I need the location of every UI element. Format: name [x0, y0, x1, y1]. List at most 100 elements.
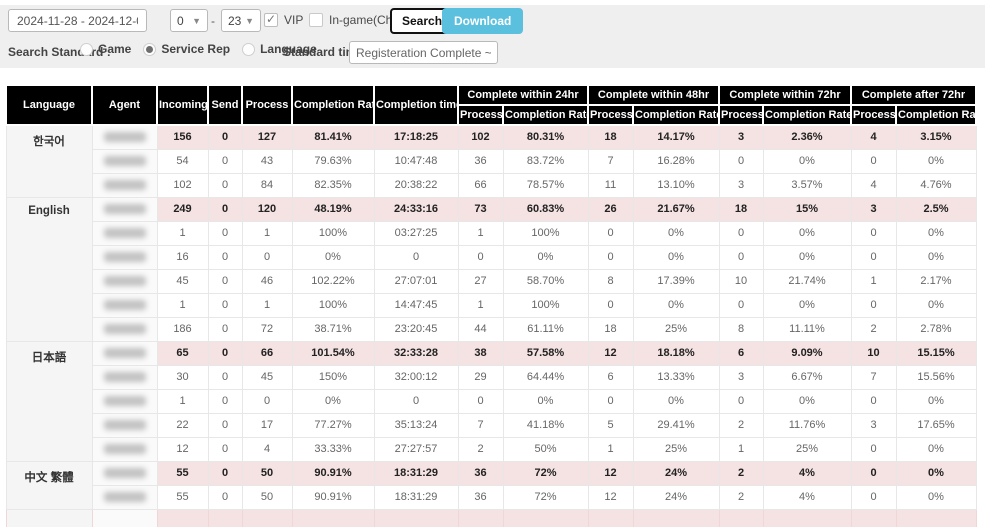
- col-completion-time: Completion time: [373, 84, 459, 126]
- data-cell: 45: [241, 364, 293, 390]
- data-cell: 27: [457, 268, 504, 294]
- data-cell: 82.35%: [291, 172, 375, 198]
- vip-label: VIP: [284, 13, 304, 27]
- data-cell: 0%: [895, 292, 977, 318]
- data-cell: 4: [850, 124, 897, 150]
- vip-checkbox[interactable]: ✓ VIP: [264, 13, 303, 27]
- data-cell: 0: [207, 412, 243, 438]
- data-cell: 100%: [502, 292, 589, 318]
- data-cell: 127: [241, 124, 293, 150]
- download-button[interactable]: Download: [442, 8, 524, 34]
- data-cell: 0%: [632, 220, 720, 246]
- table-header: Language Agent Incoming Send Process Com…: [5, 84, 977, 126]
- agent-cell: [91, 364, 158, 390]
- data-cell: 17:18:25: [373, 124, 459, 150]
- table-row: 45 0 46 102.22% 27:07:01 27 58.70% 8 17.39% 10 21.…: [6, 268, 977, 294]
- data-cell: 38: [457, 340, 504, 366]
- data-cell: 24%: [632, 460, 720, 486]
- data-cell: 17.65%: [895, 412, 977, 438]
- data-cell: 1: [156, 292, 209, 318]
- data-cell: 1: [241, 220, 293, 246]
- data-cell: 1: [850, 268, 897, 294]
- data-cell: 25%: [632, 436, 720, 462]
- search-button[interactable]: Search: [390, 8, 455, 34]
- data-cell: 0%: [291, 244, 375, 270]
- standard-time-select[interactable]: Registeration Complete ~ Cor: [349, 41, 498, 64]
- data-cell: 3: [718, 364, 764, 390]
- data-cell: 1: [156, 220, 209, 246]
- data-cell: 0: [850, 220, 897, 246]
- data-cell: 1: [587, 436, 634, 462]
- data-cell: 21.74%: [762, 268, 852, 294]
- data-cell: 72: [241, 316, 293, 342]
- data-cell: 50%: [502, 436, 589, 462]
- data-cell: 15%: [762, 196, 852, 222]
- data-cell: 186: [156, 316, 209, 342]
- data-cell: 1: [718, 436, 764, 462]
- data-cell: 4: [241, 436, 293, 462]
- data-cell: 0: [718, 148, 764, 174]
- data-cell: 32:33:28: [373, 340, 459, 366]
- data-cell: 6: [718, 340, 764, 366]
- data-cell: 0%: [632, 292, 720, 318]
- radio-game[interactable]: Game: [80, 42, 131, 56]
- data-cell: 36: [457, 148, 504, 174]
- data-cell: 0%: [895, 148, 977, 174]
- date-range-input[interactable]: [8, 9, 147, 32]
- data-cell: [207, 508, 243, 527]
- agent-cell: [91, 508, 158, 527]
- data-cell: 2.5%: [895, 196, 977, 222]
- agent-cell: [91, 340, 158, 366]
- subcol-process-24: Process: [457, 104, 504, 126]
- data-cell: 79.63%: [291, 148, 375, 174]
- agent-cell: [91, 484, 158, 510]
- data-cell: 0%: [895, 220, 977, 246]
- data-cell: 150%: [291, 364, 375, 390]
- data-cell: 6: [587, 364, 634, 390]
- radio-icon: [80, 42, 93, 56]
- data-cell: 36: [457, 484, 504, 510]
- radio-language[interactable]: Language: [242, 42, 317, 56]
- radio-service-rep[interactable]: Service Rep: [143, 42, 230, 56]
- agent-cell: [91, 124, 158, 150]
- data-cell: 1: [241, 292, 293, 318]
- data-cell: 0: [850, 436, 897, 462]
- data-cell: 102.22%: [291, 268, 375, 294]
- data-cell: 17: [241, 412, 293, 438]
- data-cell: 0: [718, 388, 764, 414]
- data-cell: 18: [587, 124, 634, 150]
- table-row: 1 0 1 100% 03:27:25 1 100% 0 0% 0 0% 0 0%: [6, 220, 977, 246]
- hour-from-select[interactable]: 0 ▼: [170, 9, 208, 32]
- data-cell: 11.76%: [762, 412, 852, 438]
- data-cell: 66: [457, 172, 504, 198]
- data-cell: 0: [373, 388, 459, 414]
- data-cell: 0%: [632, 388, 720, 414]
- table-row-partial: [5, 508, 977, 527]
- hour-to-select[interactable]: 23 ▼: [221, 9, 261, 32]
- table-row: 12 0 4 33.33% 27:27:57 2 50% 1 25% 1 25% 0 0%: [6, 436, 977, 462]
- data-cell: 0%: [895, 436, 977, 462]
- data-cell: 12: [587, 484, 634, 510]
- data-cell: 2: [718, 484, 764, 510]
- data-cell: 0: [718, 220, 764, 246]
- data-cell: 0%: [895, 460, 977, 486]
- data-cell: 41.18%: [502, 412, 589, 438]
- data-cell: [718, 508, 764, 527]
- data-cell: 4%: [762, 460, 852, 486]
- data-cell: 26: [587, 196, 634, 222]
- radio-icon: [242, 42, 256, 56]
- data-cell: 100%: [291, 292, 375, 318]
- data-cell: [632, 508, 720, 527]
- language-cell: [5, 508, 93, 527]
- radio-label: Game: [98, 42, 132, 56]
- data-cell: 0: [207, 148, 243, 174]
- data-cell: 1: [457, 220, 504, 246]
- agent-name-redacted: [103, 372, 146, 382]
- data-cell: 0: [207, 268, 243, 294]
- table-row: 55 0 50 90.91% 18:31:29 36 72% 12 24% 2 4% 0 0%: [6, 484, 977, 510]
- data-cell: 0: [457, 244, 504, 270]
- data-cell: 0: [850, 484, 897, 510]
- data-cell: 17.39%: [632, 268, 720, 294]
- group-after-72hr: Complete after 72hr: [850, 84, 977, 106]
- data-cell: 0: [373, 244, 459, 270]
